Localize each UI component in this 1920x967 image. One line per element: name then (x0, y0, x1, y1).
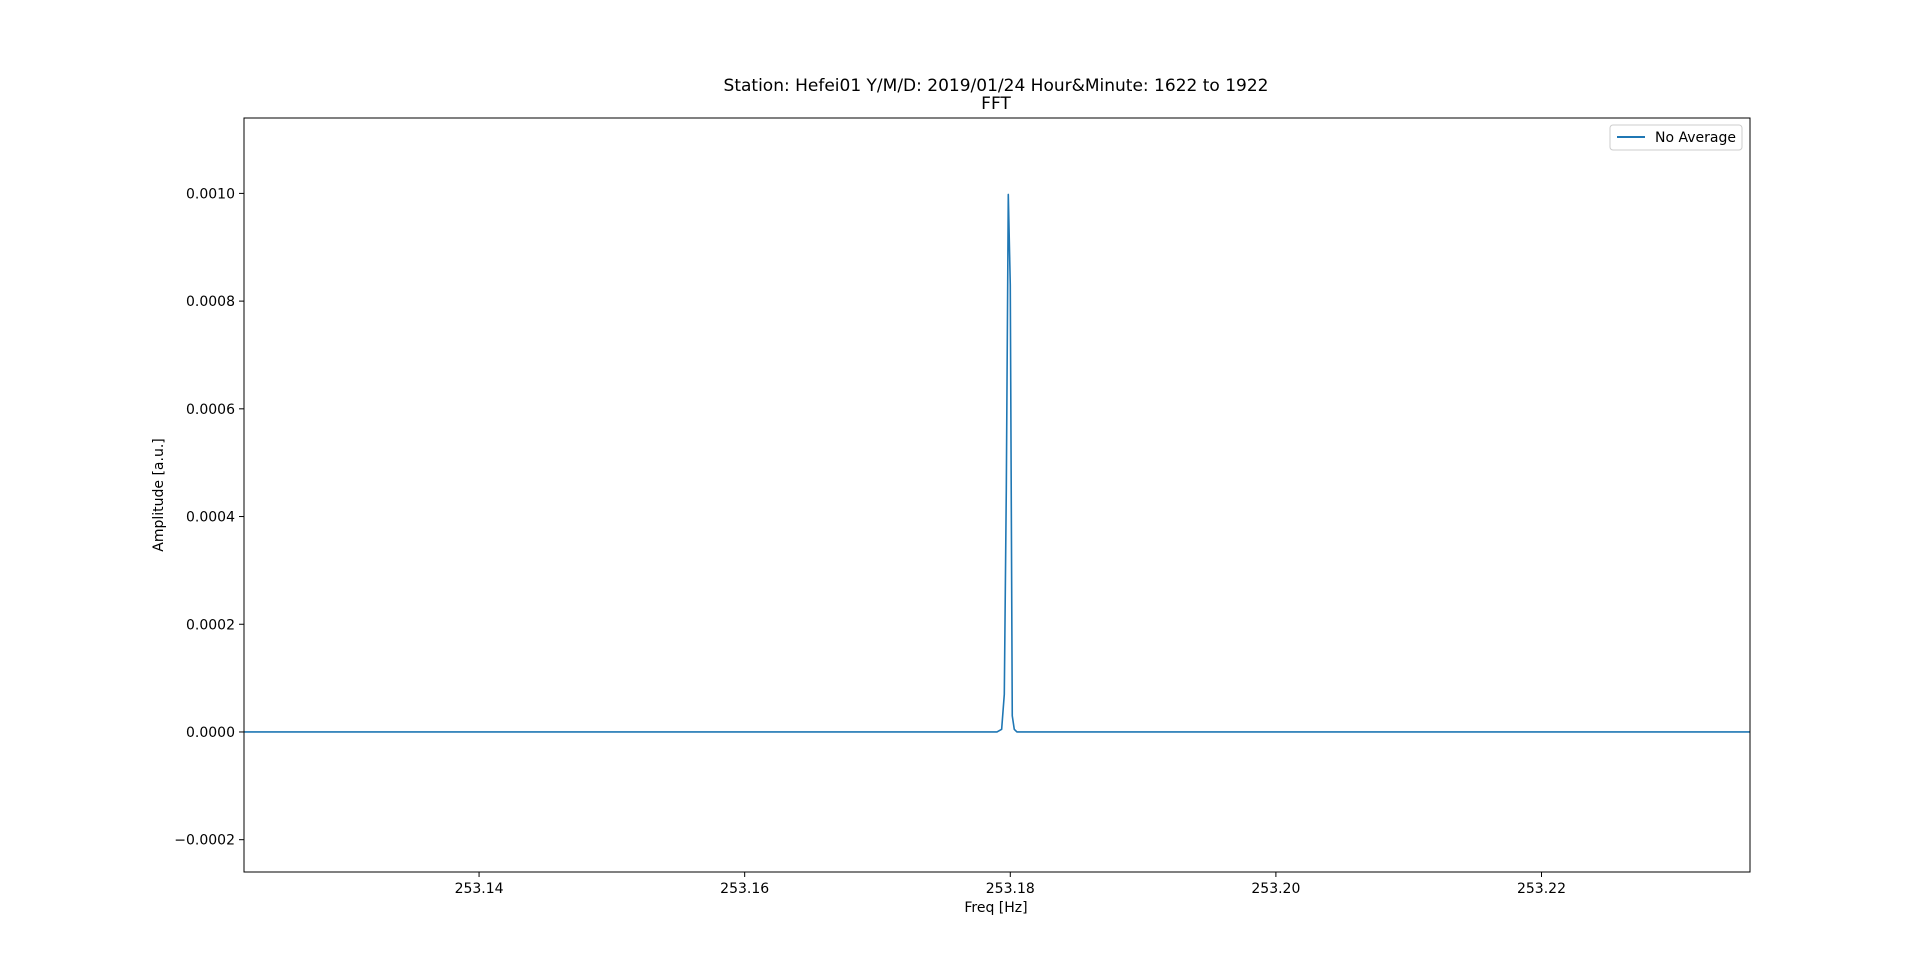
y-tick-label: 0.0008 (186, 294, 235, 310)
chart-subtitle: FFT (981, 94, 1011, 114)
legend-label-no-average: No Average (1655, 130, 1736, 146)
series-layer (244, 193, 1750, 733)
chart-title: Station: Hefei01 Y/M/D: 2019/01/24 Hour&… (724, 76, 1269, 96)
title-group: Station: Hefei01 Y/M/D: 2019/01/24 Hour&… (724, 76, 1269, 114)
x-tick-label: 253.18 (986, 881, 1035, 897)
y-tick-label: −0.0002 (174, 833, 235, 849)
x-tick-label: 253.22 (1517, 881, 1566, 897)
series-line-0 (244, 193, 1750, 733)
legend-box (1609, 124, 1743, 151)
y-tick-label: 0.0002 (186, 617, 235, 633)
y-tick-label: 0.0004 (186, 510, 235, 526)
y-axis-label: Amplitude [a.u.] (151, 438, 167, 551)
legend: No Average (1609, 124, 1743, 151)
x-axis-ticks: 253.14 253.16 253.18 253.20 253.22 (455, 872, 1566, 897)
x-tick-label: 253.16 (720, 881, 769, 897)
axes-frame (243, 117, 1751, 873)
x-tick-label: 253.14 (455, 881, 504, 897)
y-tick-label: 0.0010 (186, 186, 235, 202)
y-tick-label: 0.0000 (186, 725, 235, 741)
y-axis-ticks: −0.0002 0.0000 0.0002 0.0004 0.0006 0.0008 0.0… (174, 186, 244, 849)
plot-area (243, 117, 1751, 873)
x-axis-label: Freq [Hz] (964, 900, 1027, 916)
x-tick-label: 253.20 (1251, 881, 1300, 897)
y-tick-label: 0.0006 (186, 402, 235, 418)
